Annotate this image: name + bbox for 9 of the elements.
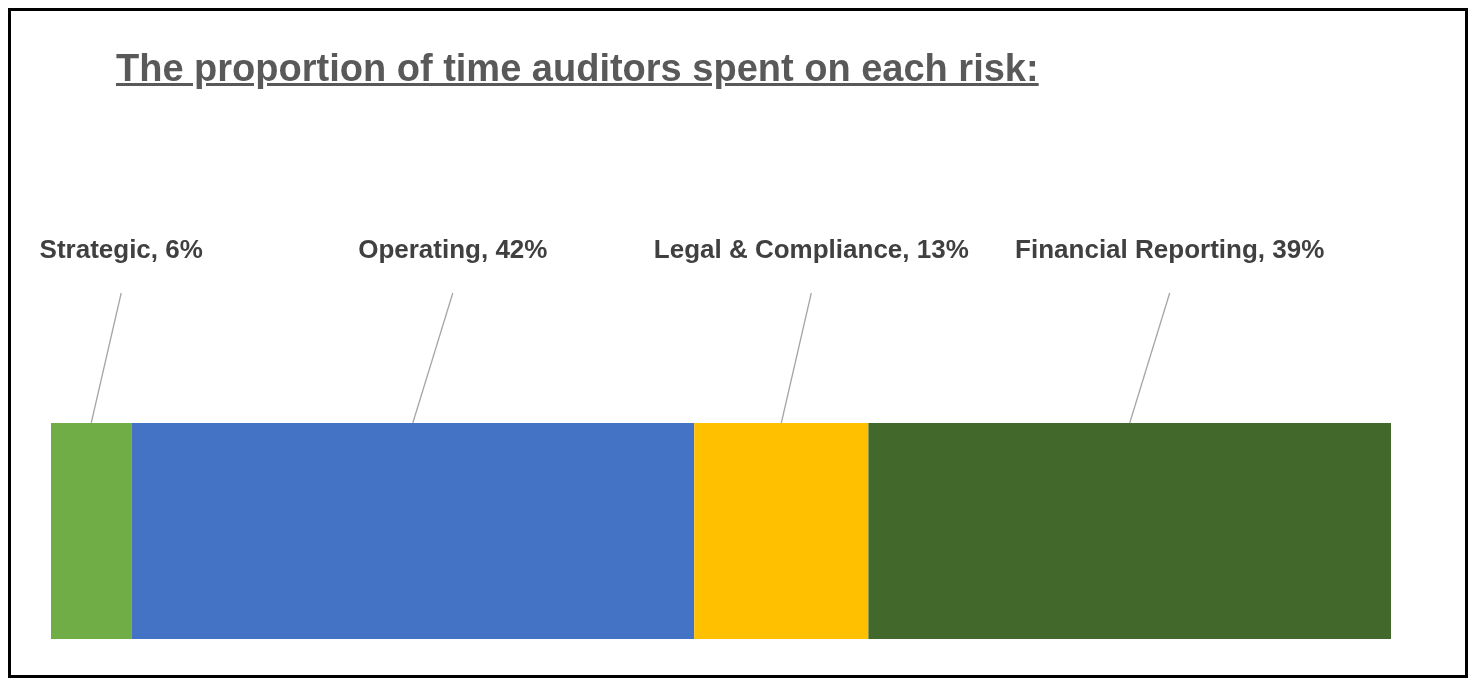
bar bbox=[131, 423, 695, 639]
data-label: Financial Reporting, 39% bbox=[1015, 234, 1325, 264]
data-label: Operating, 42% bbox=[358, 234, 548, 264]
bar bbox=[694, 423, 869, 639]
bar bbox=[51, 423, 132, 639]
data-label: Legal & Compliance, 13% bbox=[653, 234, 969, 264]
data-label: Strategic, 6% bbox=[39, 234, 203, 264]
bar bbox=[868, 423, 1391, 639]
chart-title: The proportion of time auditors spent on each risk: bbox=[116, 47, 1039, 90]
